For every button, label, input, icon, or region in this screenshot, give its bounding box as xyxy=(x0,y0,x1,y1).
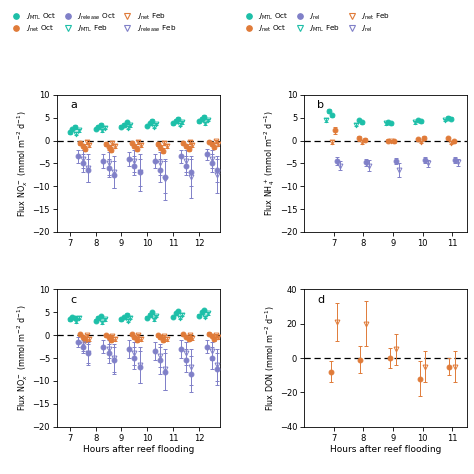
Y-axis label: Flux NO$_x^-$ (mmol m$^{-2}$ d$^{-1}$): Flux NO$_x^-$ (mmol m$^{-2}$ d$^{-1}$) xyxy=(15,305,30,411)
Text: a: a xyxy=(70,100,77,110)
Text: b: b xyxy=(317,100,324,110)
X-axis label: Hours after reef flooding: Hours after reef flooding xyxy=(330,445,441,454)
Y-axis label: Flux DON (mmol m$^{-2}$ d$^{-1}$): Flux DON (mmol m$^{-2}$ d$^{-1}$) xyxy=(264,305,277,411)
Text: c: c xyxy=(70,295,76,305)
Legend: $J_{\mathrm{MTL}}$ Oct, $J_{\mathrm{net}}$ Oct, $J_{\mathrm{rel}}$, $J_{\mathrm{: $J_{\mathrm{MTL}}$ Oct, $J_{\mathrm{net}… xyxy=(241,11,391,35)
X-axis label: Hours after reef flooding: Hours after reef flooding xyxy=(82,445,194,454)
Y-axis label: Flux NO$_x^-$ (mmol m$^{-2}$ d$^{-1}$): Flux NO$_x^-$ (mmol m$^{-2}$ d$^{-1}$) xyxy=(15,110,30,217)
Y-axis label: Flux NH$_4^+$ (mmol m$^{-2}$ d$^{-1}$): Flux NH$_4^+$ (mmol m$^{-2}$ d$^{-1}$) xyxy=(262,110,277,216)
Legend: $J_{\mathrm{MTL}}$ Oct, $J_{\mathrm{net}}$ Oct, $J_{\mathrm{release}}$ Oct, $J_{: $J_{\mathrm{MTL}}$ Oct, $J_{\mathrm{net}… xyxy=(9,11,177,35)
Text: d: d xyxy=(317,295,324,305)
